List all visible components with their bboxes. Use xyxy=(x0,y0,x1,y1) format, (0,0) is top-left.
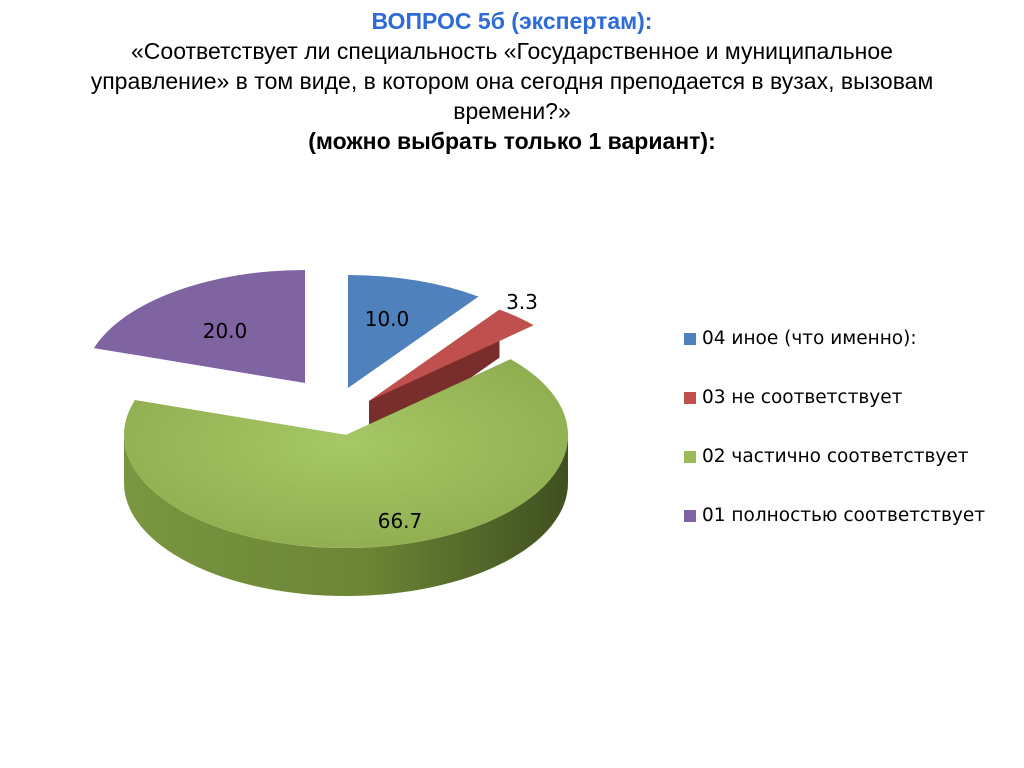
legend-label-01: 01 полностью соответствует xyxy=(702,505,985,526)
legend-swatch-04 xyxy=(684,332,696,345)
pie-slice-2-side xyxy=(124,435,568,596)
pie-tops xyxy=(93,270,569,596)
question-instruction: (можно выбрать только 1 вариант): xyxy=(308,128,716,154)
question-text-line-1: «Соответствует ли специальность «Государ… xyxy=(131,38,893,64)
pie-slice-0 xyxy=(348,275,479,388)
legend-label-02: 02 частично соответствует xyxy=(702,446,969,467)
legend-swatch-03 xyxy=(684,391,696,404)
pie-slice-2 xyxy=(123,359,569,548)
question-number: ВОПРОС 5б (экспертам): xyxy=(371,8,653,34)
legend-label-03: 03 не соответствует xyxy=(702,387,903,408)
pie-slice-3 xyxy=(93,270,306,383)
legend-item-03: 03 не соответствует xyxy=(684,387,902,408)
legend-item-01: 01 полностью соответствует xyxy=(684,505,985,526)
question-text-line-3: времени?» xyxy=(453,98,571,124)
chart-title: ВОПРОС 5б (экспертам): «Соответствует ли… xyxy=(20,6,1004,156)
legend-item-02: 02 частично соответствует xyxy=(684,446,969,467)
pie-slice-1 xyxy=(369,309,534,401)
pie-value-label-3: 20.0 xyxy=(203,319,248,343)
pie-value-label-0: 10.0 xyxy=(365,307,410,331)
pie-value-labels: 10.0 3.3 66.7 20.0 xyxy=(203,290,538,533)
pie-value-label-2: 66.7 xyxy=(378,509,423,533)
legend-item-04: 04 иное (что именно): xyxy=(684,328,917,349)
legend-swatch-02 xyxy=(684,450,696,463)
question-text-line-2: управление» в том виде, в котором она се… xyxy=(90,68,934,94)
legend-label-04: 04 иное (что именно): xyxy=(702,328,917,349)
legend-swatch-01 xyxy=(684,509,696,522)
pie-value-label-1: 3.3 xyxy=(506,290,538,314)
